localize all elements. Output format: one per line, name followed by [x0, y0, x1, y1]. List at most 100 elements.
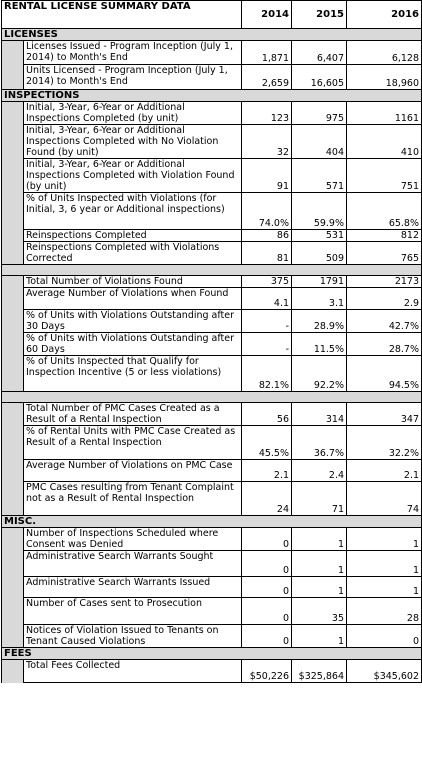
- indent-cell: [1, 597, 24, 625]
- value-cell-2016: 410: [346, 124, 422, 159]
- table-row: Total Number of PMC Cases Created as a R…: [1, 402, 422, 426]
- value-cell-2014: 0: [241, 624, 293, 648]
- value-cell-2015: 1: [291, 624, 348, 648]
- value-cell-2014: -: [241, 309, 293, 333]
- year-header-2014: 2014: [241, 0, 293, 29]
- row-label: % of Units with Violations Outstanding a…: [22, 309, 243, 333]
- indent-cell: [1, 355, 24, 392]
- indent-cell: [1, 158, 24, 193]
- table-title: RENTAL LICENSE SUMMARY DATA: [0, 0, 243, 29]
- table-row: Licenses Issued - Program Inception (Jul…: [1, 40, 422, 65]
- indent-cell: [1, 659, 24, 683]
- value-cell-2014: 123: [241, 101, 293, 125]
- indent-cell: [1, 101, 24, 125]
- table-row: Number of Cases sent to Prosecution 0 35 28: [1, 597, 422, 625]
- header-row: RENTAL LICENSE SUMMARY DATA 2014 2015 2016: [0, 0, 422, 29]
- table-row: Notices of Violation Issued to Tenants o…: [1, 624, 422, 648]
- row-label: Units Licensed - Program Inception (July…: [22, 64, 243, 90]
- value-cell-2016: 32.2%: [346, 425, 422, 460]
- table-row: Initial, 3-Year, 6-Year or Additional In…: [1, 124, 422, 159]
- row-label: Notices of Violation Issued to Tenants o…: [22, 624, 243, 648]
- value-cell-2016: 28.7%: [346, 332, 422, 356]
- value-cell-2015: 1: [291, 527, 348, 551]
- table-row: % of Rental Units with PMC Case Created …: [1, 425, 422, 460]
- indent-cell: [1, 287, 24, 310]
- value-cell-2015: 11.5%: [291, 332, 348, 356]
- value-cell-2016: 94.5%: [346, 355, 422, 392]
- row-label: % of Units with Violations Outstanding a…: [22, 332, 243, 356]
- value-cell-2014: $50,226: [241, 659, 293, 683]
- table-row: Initial, 3-Year, 6-Year or Additional In…: [1, 101, 422, 125]
- value-cell-2015: 1: [291, 576, 348, 598]
- table-row: Total Number of Violations Found 375 1791 2…: [1, 275, 422, 288]
- row-label: Initial, 3-Year, 6-Year or Additional In…: [22, 101, 243, 125]
- value-cell-2014: 32: [241, 124, 293, 159]
- value-cell-2016: 812: [346, 229, 422, 242]
- value-cell-2016: 2.9: [346, 287, 422, 310]
- value-cell-2016: 2173: [346, 275, 422, 288]
- row-label: Total Number of PMC Cases Created as a R…: [22, 402, 243, 426]
- value-cell-2016: 1: [346, 550, 422, 577]
- value-cell-2015: 2.4: [291, 459, 348, 482]
- section-header: MISC.: [0, 515, 422, 528]
- value-cell-2016: 1161: [346, 101, 422, 125]
- indent-cell: [1, 309, 24, 333]
- row-label: Licenses Issued - Program Inception (Jul…: [22, 40, 243, 65]
- indent-cell: [1, 192, 24, 230]
- indent-cell: [1, 459, 24, 482]
- value-cell-2014: 2.1: [241, 459, 293, 482]
- table-row: PMC Cases resulting from Tenant Complain…: [1, 481, 422, 516]
- spacer-cell: [0, 264, 422, 276]
- value-cell-2014: 82.1%: [241, 355, 293, 392]
- indent-cell: [1, 576, 24, 598]
- value-cell-2016: 751: [346, 158, 422, 193]
- row-label: Reinspections Completed with Violations …: [22, 241, 243, 265]
- table-row: % of Units with Violations Outstanding a…: [1, 332, 422, 356]
- value-cell-2015: 71: [291, 481, 348, 516]
- value-cell-2016: 28: [346, 597, 422, 625]
- value-cell-2014: -: [241, 332, 293, 356]
- year-header-2016: 2016: [346, 0, 422, 29]
- value-cell-2016: 0: [346, 624, 422, 648]
- value-cell-2015: 1791: [291, 275, 348, 288]
- row-label: % of Units Inspected with Violations (fo…: [22, 192, 243, 230]
- value-cell-2015: 1: [291, 550, 348, 577]
- table-row: % of Units Inspected that Qualify for In…: [1, 355, 422, 392]
- indent-cell: [1, 229, 24, 242]
- value-cell-2015: 314: [291, 402, 348, 426]
- indent-cell: [1, 425, 24, 460]
- table-row: Average Number of Violations on PMC Case…: [1, 459, 422, 482]
- value-cell-2015: 36.7%: [291, 425, 348, 460]
- section-header: LICENSES: [0, 28, 422, 41]
- value-cell-2015: 6,407: [291, 40, 348, 65]
- indent-cell: [1, 275, 24, 288]
- table-row: % of Units Inspected with Violations (fo…: [1, 192, 422, 230]
- indent-cell: [1, 550, 24, 577]
- value-cell-2014: 24: [241, 481, 293, 516]
- value-cell-2014: 86: [241, 229, 293, 242]
- value-cell-2015: 975: [291, 101, 348, 125]
- value-cell-2016: 765: [346, 241, 422, 265]
- value-cell-2015: 35: [291, 597, 348, 625]
- value-cell-2014: 0: [241, 597, 293, 625]
- value-cell-2016: 42.7%: [346, 309, 422, 333]
- value-cell-2015: 16,605: [291, 64, 348, 90]
- indent-cell: [1, 64, 24, 90]
- table-row: Reinspections Completed with Violations …: [1, 241, 422, 265]
- row-label: Average Number of Violations when Found: [22, 287, 243, 310]
- row-label: PMC Cases resulting from Tenant Complain…: [22, 481, 243, 516]
- indent-cell: [1, 40, 24, 65]
- value-cell-2016: $345,602: [346, 659, 422, 683]
- value-cell-2015: 92.2%: [291, 355, 348, 392]
- section-label: MISC.: [0, 515, 422, 528]
- value-cell-2016: 2.1: [346, 459, 422, 482]
- value-cell-2014: 2,659: [241, 64, 293, 90]
- indent-cell: [1, 527, 24, 551]
- table-row: Average Number of Violations when Found 4…: [1, 287, 422, 310]
- value-cell-2014: 74.0%: [241, 192, 293, 230]
- row-label: Number of Inspections Scheduled where Co…: [22, 527, 243, 551]
- value-cell-2014: 81: [241, 241, 293, 265]
- rental-license-summary-table: RENTAL LICENSE SUMMARY DATA 2014 2015 2016 L…: [0, 0, 422, 683]
- value-cell-2014: 56: [241, 402, 293, 426]
- value-cell-2015: 28.9%: [291, 309, 348, 333]
